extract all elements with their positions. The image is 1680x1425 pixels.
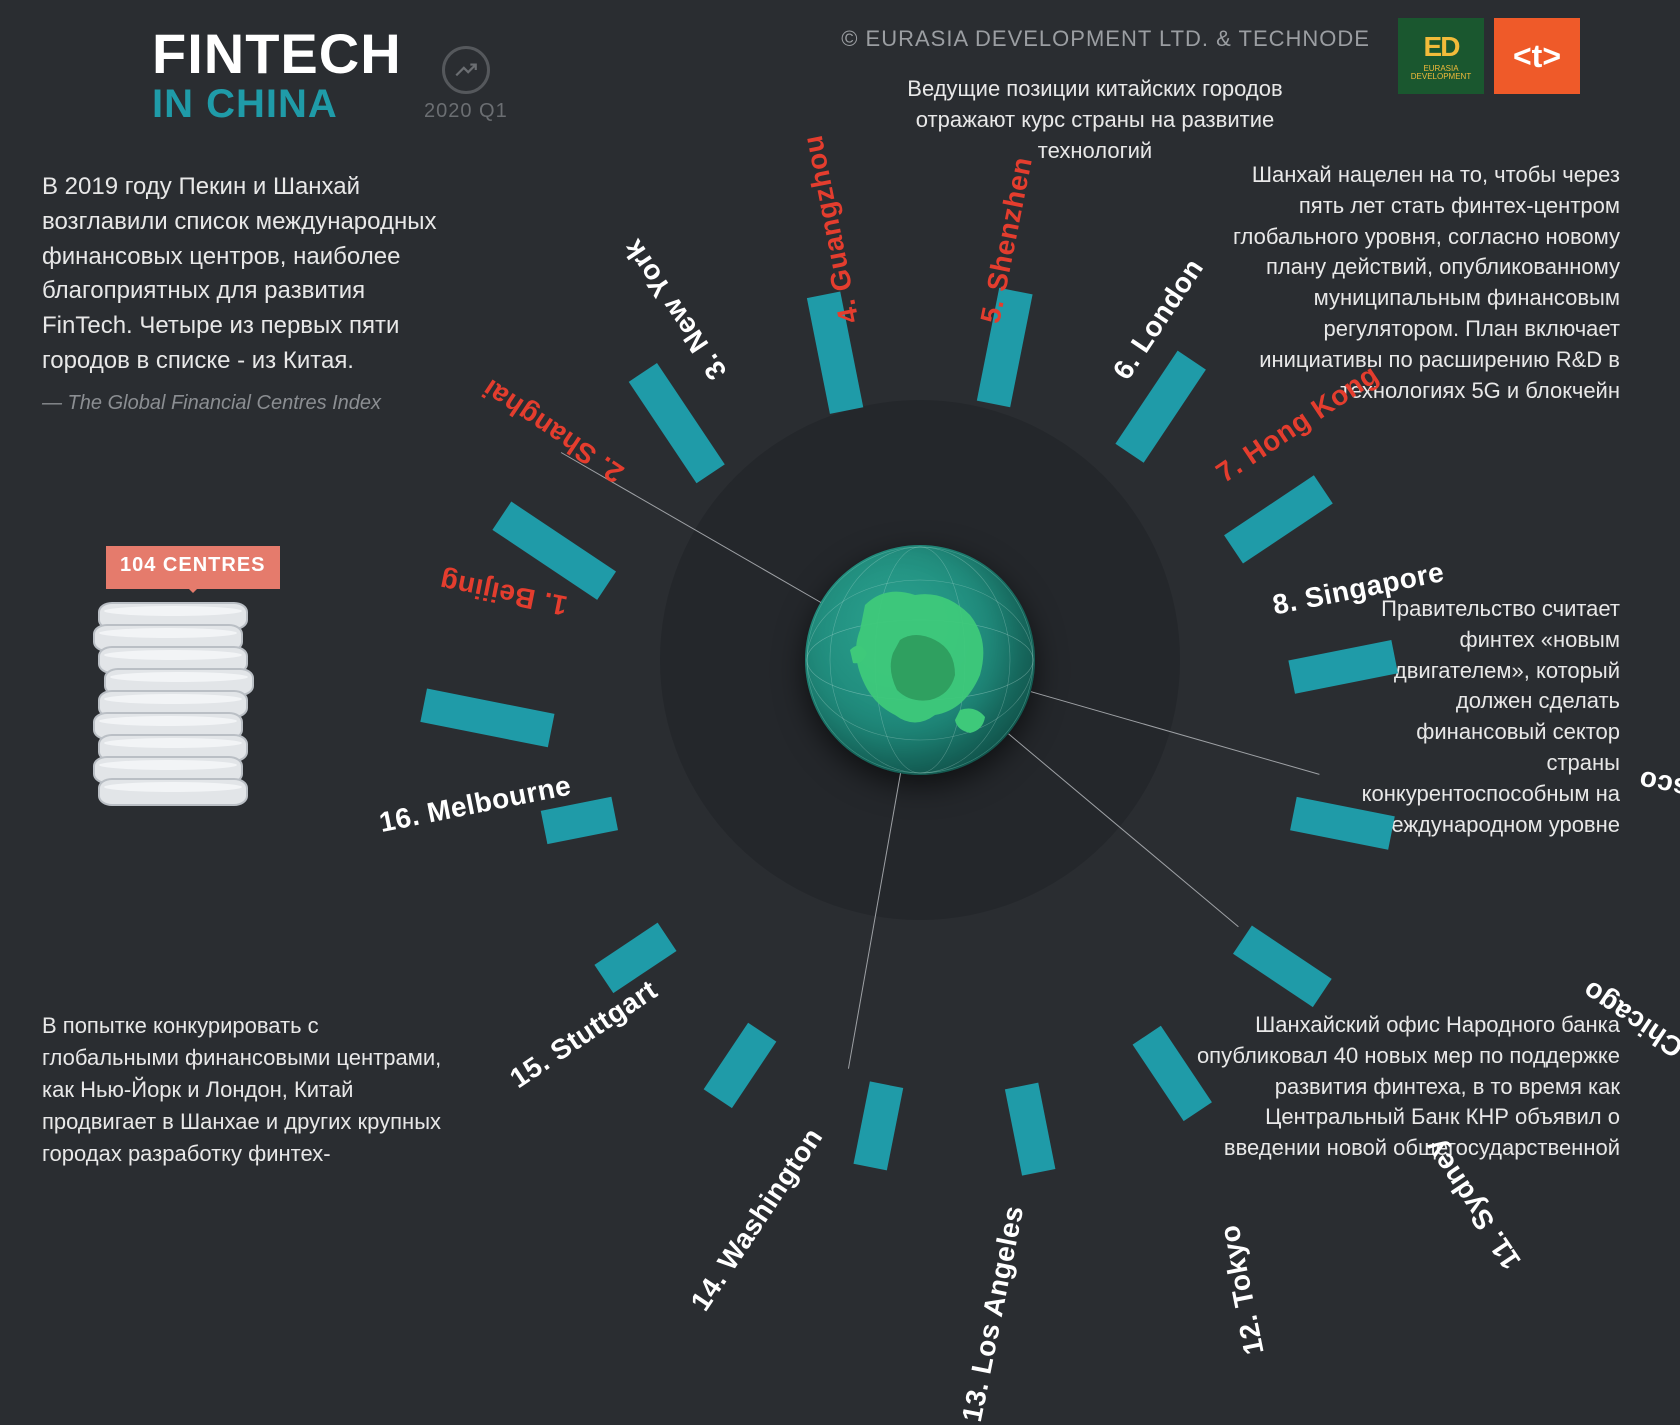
- coin-stack-icon: [98, 608, 254, 806]
- annotation-government: Правительство считает финтех «новым двиг…: [1340, 594, 1620, 840]
- city-label-highlight: 1. Beijing: [437, 565, 570, 622]
- bottom-left-text: В попытке конкурировать с глобальными фи…: [42, 1010, 442, 1169]
- intro-body: В 2019 году Пекин и Шанхай возглавили сп…: [42, 170, 442, 379]
- radial-bar: [854, 1081, 904, 1170]
- centres-badge: 104 CENTRES: [106, 546, 280, 589]
- city-label: 9. San Francisco: [1666, 770, 1680, 840]
- logo-eurasia-main: ED: [1424, 31, 1459, 63]
- intro-block: В 2019 году Пекин и Шанхай возглавили сп…: [42, 170, 442, 418]
- city-label: 13. Los Angeles: [956, 1222, 1026, 1424]
- logo-eurasia-sub: EURASIA DEVELOPMENT: [1398, 65, 1484, 81]
- logo-technode: <t>: [1494, 18, 1580, 94]
- coin-icon: [98, 778, 248, 806]
- period-label: 2020 Q1: [424, 100, 508, 123]
- radial-bar: [704, 1023, 777, 1108]
- radial-chart: 1. Beijing2. Shanghai3. New York4. Guang…: [520, 260, 1320, 1060]
- city-label: 12. Tokyo: [1214, 1222, 1284, 1424]
- period-badge: 2020 Q1: [424, 46, 508, 123]
- city-label-highlight: 2. Shanghai: [477, 372, 630, 489]
- radial-bar: [420, 689, 554, 748]
- page-title: FINTECH IN CHINA: [152, 26, 402, 124]
- logo-eurasia: ED EURASIA DEVELOPMENT: [1398, 18, 1484, 94]
- globe-icon: [805, 545, 1035, 775]
- radial-bar: [1233, 926, 1332, 1008]
- copyright-text: © EURASIA DEVELOPMENT LTD. & TECHNODE: [841, 26, 1370, 52]
- intro-source: — The Global Financial Centres Index: [42, 389, 442, 418]
- city-label: 3. New York: [617, 233, 733, 385]
- city-label: 14. Washington: [684, 1133, 822, 1317]
- city-label: 15. Stuttgart: [479, 974, 663, 1112]
- annotation-top: Ведущие позиции китайских городов отража…: [900, 74, 1290, 166]
- trend-up-icon: [442, 46, 490, 94]
- city-label-highlight: 7. Hong Kong: [1210, 358, 1384, 489]
- radial-bar: [1005, 1083, 1056, 1176]
- radial-bar: [1224, 475, 1333, 563]
- title-line1: FINTECH: [152, 26, 402, 82]
- title-line2: IN CHINA: [152, 84, 402, 124]
